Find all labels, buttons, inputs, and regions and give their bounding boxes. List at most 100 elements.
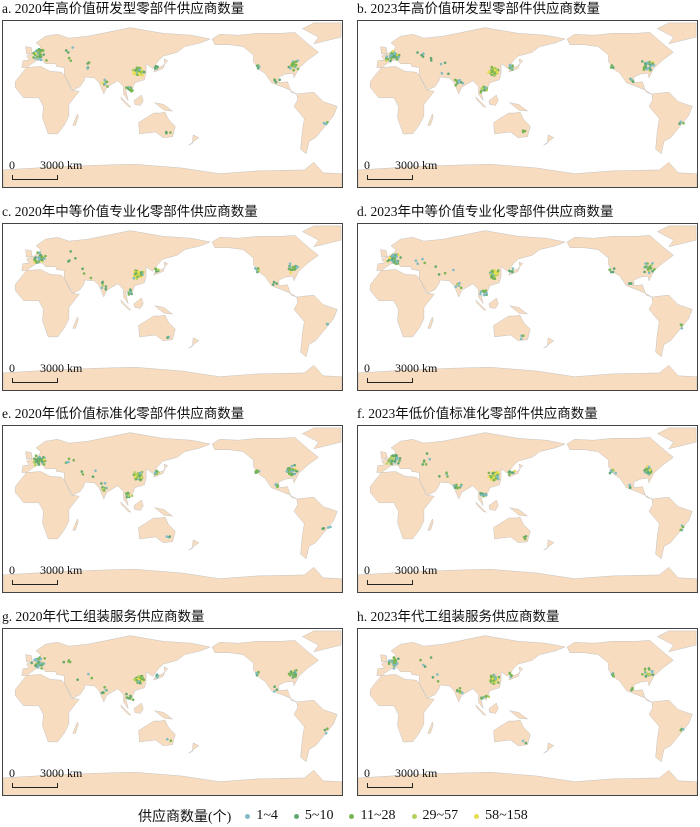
supplier-point — [641, 673, 644, 676]
supplier-point — [64, 49, 68, 52]
supplier-point — [105, 486, 108, 490]
supplier-point — [81, 267, 84, 270]
supplier-point — [130, 494, 134, 498]
supplier-point — [524, 741, 528, 745]
world-map: 0 3000 km — [2, 425, 343, 593]
land-area — [488, 499, 499, 511]
supplier-point — [42, 463, 46, 466]
supplier-point — [631, 80, 635, 84]
supplier-point — [392, 661, 396, 665]
scale-zero: 0 — [9, 361, 15, 375]
legend-item: 5~10 — [293, 808, 333, 824]
land-area — [72, 721, 79, 734]
panel-title: a. 2020年高价值研发型零部件供应商数量 — [2, 1, 245, 16]
supplier-point — [125, 492, 128, 495]
supplier-point — [165, 130, 168, 134]
supplier-point — [101, 487, 105, 491]
land-area — [138, 111, 176, 138]
supplier-point — [100, 286, 104, 289]
legend-item: 11~28 — [349, 808, 396, 824]
supplier-point — [125, 692, 128, 696]
supplier-point — [255, 671, 258, 675]
map-panel: f. 2023年低价值标准化零部件供应商数量 0 3000 km — [357, 405, 698, 593]
supplier-point — [39, 662, 43, 665]
scale-distance: 3000 km — [40, 361, 83, 375]
supplier-point — [38, 258, 41, 261]
land-area — [293, 294, 338, 358]
supplier-point — [429, 656, 433, 659]
supplier-point — [394, 262, 398, 265]
supplier-point — [291, 676, 295, 679]
supplier-point — [80, 470, 84, 473]
supplier-point — [129, 288, 132, 291]
supplier-point — [293, 463, 296, 467]
supplier-point — [135, 68, 139, 71]
supplier-point — [289, 271, 293, 274]
supplier-point — [522, 334, 525, 337]
supplier-point — [388, 256, 392, 260]
land-area — [133, 94, 144, 106]
supplier-point — [294, 63, 298, 67]
supplier-point — [86, 67, 89, 70]
supplier-point — [643, 469, 646, 472]
supplier-point — [643, 270, 646, 274]
land-area — [25, 654, 33, 663]
supplier-point — [273, 79, 277, 82]
supplier-point — [101, 81, 104, 85]
supplier-point — [491, 681, 494, 684]
supplier-point — [166, 336, 169, 339]
land-area — [493, 314, 531, 341]
land-area — [154, 305, 174, 315]
supplier-point — [103, 481, 107, 485]
supplier-point — [609, 66, 613, 69]
supplier-point — [447, 72, 450, 76]
land-area — [369, 674, 435, 743]
supplier-point — [645, 67, 649, 71]
supplier-point — [452, 484, 456, 487]
world-map: 0 3000 km — [357, 628, 698, 796]
supplier-point — [292, 673, 296, 677]
supplier-point — [30, 661, 33, 665]
panel-title: f. 2023年低价值标准化零部件供应商数量 — [357, 406, 598, 421]
land-area — [293, 496, 338, 560]
supplier-point — [645, 672, 649, 675]
supplier-point — [74, 257, 77, 260]
supplier-point — [493, 277, 497, 281]
supplier-point — [430, 59, 433, 62]
supplier-point — [156, 65, 159, 68]
map-panel: h. 2023年代工组装服务供应商数量 0 3000 km — [357, 608, 698, 796]
supplier-point — [43, 657, 46, 660]
supplier-point — [35, 260, 38, 264]
supplier-point — [421, 257, 424, 261]
land-area — [566, 235, 674, 298]
supplier-point — [169, 739, 173, 742]
land-area — [120, 96, 132, 108]
supplier-point — [492, 479, 496, 482]
land-area — [21, 635, 211, 709]
land-area — [14, 471, 80, 540]
supplier-point — [38, 251, 41, 254]
supplier-point — [157, 268, 160, 272]
supplier-point — [103, 78, 106, 82]
supplier-point — [479, 492, 482, 495]
supplier-point — [436, 673, 439, 676]
supplier-point — [431, 676, 435, 679]
supplier-point — [140, 674, 144, 678]
supplier-point — [608, 268, 611, 271]
supplier-point — [648, 60, 651, 64]
supplier-point — [443, 271, 447, 275]
land-area — [566, 640, 674, 703]
supplier-point — [397, 462, 400, 465]
land-area — [543, 539, 555, 551]
panel-title: h. 2023年代工组装服务供应商数量 — [357, 609, 560, 624]
legend-dot-icon — [293, 813, 299, 819]
supplier-point — [138, 681, 142, 684]
supplier-point — [479, 290, 483, 293]
supplier-point — [67, 56, 71, 60]
supplier-point — [458, 690, 462, 693]
supplier-point — [275, 282, 278, 285]
supplier-point — [508, 473, 511, 477]
supplier-point — [440, 72, 444, 75]
land-area — [509, 507, 529, 517]
supplier-point — [651, 673, 655, 676]
